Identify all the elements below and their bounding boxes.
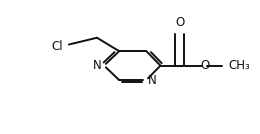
Text: CH₃: CH₃	[228, 59, 250, 72]
Text: N: N	[148, 74, 157, 87]
Text: O: O	[175, 16, 184, 29]
Text: O: O	[200, 59, 209, 72]
Text: Cl: Cl	[51, 40, 63, 53]
Text: N: N	[93, 59, 102, 72]
